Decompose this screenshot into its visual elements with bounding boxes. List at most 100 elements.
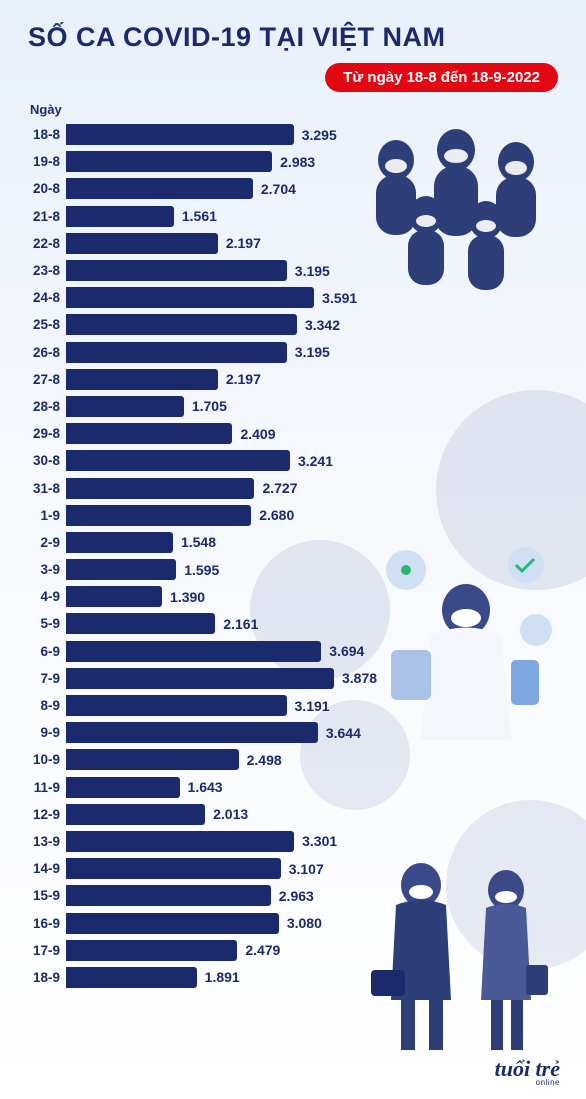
bar: 3.878 [66,668,334,689]
chart-row: 19-82.983 [28,148,558,175]
chart-row: 17-92.479 [28,937,558,964]
date-label: 13-9 [28,834,66,849]
bar-value: 3.342 [305,317,340,333]
chart-row: 18-83.295 [28,121,558,148]
date-label: 2-9 [28,535,66,550]
date-label: 18-8 [28,127,66,142]
date-label: 22-8 [28,236,66,251]
bar-value: 3.644 [326,725,361,741]
bar: 1.643 [66,777,180,798]
date-label: 3-9 [28,562,66,577]
bar: 3.191 [66,695,287,716]
bar: 1.595 [66,559,176,580]
bar: 3.195 [66,260,287,281]
date-label: 29-8 [28,426,66,441]
chart-row: 1-92.680 [28,502,558,529]
axis-label: Ngày [30,102,558,117]
bar-value: 2.479 [245,942,280,958]
bar-value: 3.295 [302,127,337,143]
bar: 2.479 [66,940,237,961]
bar-value: 3.195 [295,344,330,360]
date-label: 21-8 [28,209,66,224]
bar: 2.409 [66,423,232,444]
bar: 3.295 [66,124,294,145]
date-label: 31-8 [28,481,66,496]
bar-value: 1.705 [192,398,227,414]
bar: 1.561 [66,206,174,227]
bar: 3.301 [66,831,294,852]
bar-value: 2.704 [261,181,296,197]
chart-row: 6-9 3.694 [28,638,558,665]
source-logo: tuổi trẻ online [495,1056,560,1087]
date-label: 25-8 [28,317,66,332]
bar-value: 3.878 [342,670,377,686]
date-label: 10-9 [28,752,66,767]
chart-row: 16-9 3.080 [28,909,558,936]
bar-value: 2.680 [259,507,294,523]
chart-row: 7-93.878 [28,665,558,692]
date-label: 5-9 [28,616,66,631]
date-label: 26-8 [28,345,66,360]
bar-value: 1.891 [205,969,240,985]
date-label: 7-9 [28,671,66,686]
date-label: 9-9 [28,725,66,740]
bar: 2.704 [66,178,253,199]
date-label: 30-8 [28,453,66,468]
bar-value: 3.107 [289,861,324,877]
date-label: 23-8 [28,263,66,278]
bar: 1.548 [66,532,173,553]
chart-row: 11-91.643 [28,774,558,801]
chart-row: 21-81.561 [28,203,558,230]
bar: 3.591 [66,287,314,308]
bar: 2.680 [66,505,251,526]
chart-row: 28-8 1.705 [28,393,558,420]
chart-row: 9-9 3.644 [28,719,558,746]
bar-value: 3.694 [329,643,364,659]
bar-value: 1.561 [182,208,217,224]
date-label: 11-9 [28,780,66,795]
chart-row: 29-82.409 [28,420,558,447]
bar: 2.983 [66,151,272,172]
bar-value: 2.983 [280,154,315,170]
date-label: 17-9 [28,943,66,958]
chart-row: 24-83.591 [28,284,558,311]
chart-row: 3-91.595 [28,556,558,583]
bar-value: 2.963 [279,888,314,904]
chart-row: 22-82.197 [28,230,558,257]
date-label: 18-9 [28,970,66,985]
date-label: 20-8 [28,181,66,196]
bar-value: 2.161 [223,616,258,632]
chart-row: 27-82.197 [28,366,558,393]
date-label: 19-8 [28,154,66,169]
chart-row: 8-93.191 [28,692,558,719]
chart-row: 2-91.548 [28,529,558,556]
bar: 3.241 [66,450,290,471]
date-label: 1-9 [28,508,66,523]
bar: 2.197 [66,233,218,254]
date-label: 6-9 [28,644,66,659]
chart-row: 10-92.498 [28,746,558,773]
chart-row: 4-91.390 [28,583,558,610]
date-label: 14-9 [28,861,66,876]
chart-row: 31-82.727 [28,474,558,501]
bar-value: 3.241 [298,453,333,469]
date-label: 8-9 [28,698,66,713]
bar-value: 3.191 [295,698,330,714]
chart-row: 30-83.241 [28,447,558,474]
date-label: 28-8 [28,399,66,414]
chart-row: 5-9 2.161 [28,610,558,637]
date-label: 12-9 [28,807,66,822]
date-range-badge: Từ ngày 18-8 đến 18-9-2022 [325,63,558,92]
date-label: 16-9 [28,916,66,931]
bar: 2.498 [66,749,239,770]
covid-cases-bar-chart: 18-83.29519-82.98320-82.70421-81.56122-8… [28,121,558,991]
bar-value: 1.595 [184,562,219,578]
bar: 3.195 [66,342,287,363]
bar: 2.963 [66,885,271,906]
date-label: 27-8 [28,372,66,387]
bar-value: 3.195 [295,263,330,279]
bar-value: 3.080 [287,915,322,931]
bar-value: 2.013 [213,806,248,822]
bar-value: 3.591 [322,290,357,306]
chart-row: 23-83.195 [28,257,558,284]
